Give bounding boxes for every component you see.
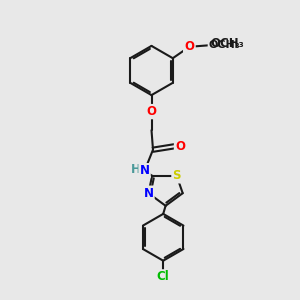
Text: S: S (172, 169, 181, 182)
Text: O: O (175, 140, 185, 153)
Text: N: N (140, 164, 150, 177)
Text: OCH₃: OCH₃ (209, 40, 240, 50)
Text: N: N (143, 187, 154, 200)
Text: O: O (146, 105, 157, 118)
Text: H: H (131, 163, 141, 176)
Text: OCH₃: OCH₃ (210, 37, 244, 50)
Text: O: O (184, 40, 194, 53)
Text: O: O (184, 40, 194, 53)
Text: Cl: Cl (157, 270, 169, 284)
